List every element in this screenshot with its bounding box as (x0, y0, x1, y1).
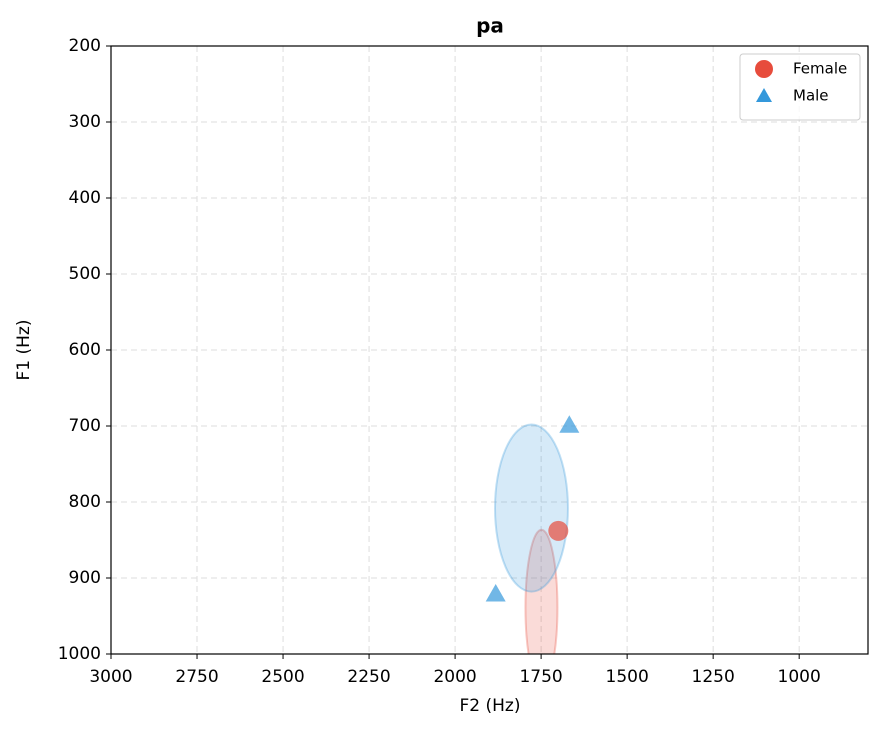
y-tick-label: 300 (69, 112, 101, 132)
y-tick-label: 400 (69, 188, 101, 208)
chart-title: pa (476, 14, 504, 38)
x-axis-label: F2 (Hz) (460, 696, 521, 716)
confidence-ellipse (494, 423, 569, 593)
plot-area (485, 415, 580, 654)
point (485, 583, 506, 602)
legend-marker (755, 60, 773, 78)
y-tick-label: 700 (69, 416, 101, 436)
y-tick-label: 200 (69, 36, 101, 56)
x-tick-label: 1500 (606, 667, 649, 687)
x-tick-label: 2500 (261, 667, 304, 687)
y-tick-label: 1000 (58, 644, 101, 664)
x-tick-label: 1250 (692, 667, 735, 687)
x-tick-label: 1750 (519, 667, 562, 687)
x-tick-label: 3000 (89, 667, 132, 687)
y-tick-label: 800 (69, 492, 101, 512)
point (559, 415, 580, 433)
y-tick-label: 900 (69, 568, 101, 588)
legend-label: Female (793, 60, 847, 78)
grid (110, 45, 868, 655)
point (548, 520, 569, 541)
x-tick-label: 2750 (175, 667, 218, 687)
x-tick-label: 1000 (778, 667, 821, 687)
y-tick-label: 600 (69, 340, 101, 360)
legend-label: Male (793, 87, 829, 105)
legend: Female Male (739, 53, 861, 121)
x-tick-label: 2000 (433, 667, 476, 687)
legend-marker (756, 88, 772, 102)
x-tick-label: 2250 (347, 667, 390, 687)
y-axis-label: F1 (Hz) (14, 320, 34, 381)
y-tick-label: 500 (69, 264, 101, 284)
confidence-ellipse (524, 528, 559, 654)
